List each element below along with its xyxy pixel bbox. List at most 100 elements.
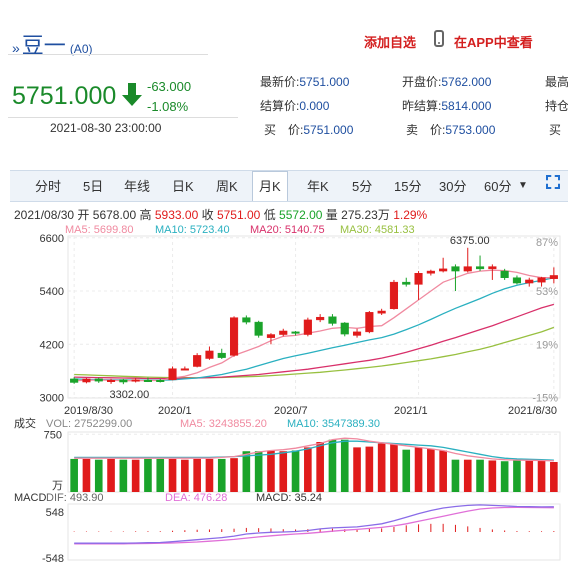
contract-title: »豆一 (A0) xyxy=(12,28,92,60)
volume-bar xyxy=(291,450,300,492)
fullscreen-icon[interactable] xyxy=(546,175,560,189)
tab-weekly-k[interactable]: 周K xyxy=(216,179,238,194)
y-tick-label: 3000 xyxy=(40,393,64,405)
tab-more-arrow[interactable]: ▼ xyxy=(518,180,528,191)
candle-body xyxy=(475,266,485,270)
tab-60min[interactable]: 60分 xyxy=(484,179,512,194)
tab-monthly-k[interactable]: 月K xyxy=(252,171,288,201)
volume-bar xyxy=(205,458,214,492)
min-price-label: 3302.00 xyxy=(109,389,149,401)
phone-icon xyxy=(434,30,444,47)
candle-body xyxy=(205,350,214,359)
dea-line xyxy=(74,506,554,545)
info-volume: 275.23万 xyxy=(341,208,390,222)
info-percent: 1.29% xyxy=(393,208,428,222)
pct-tick-label: 19% xyxy=(536,339,558,351)
price-change: -63.000 -1.08% xyxy=(147,77,191,117)
candle-body xyxy=(143,379,153,382)
candle-body xyxy=(303,319,312,335)
candle-body xyxy=(156,379,165,382)
info-low: 5572.00 xyxy=(279,208,323,222)
candle-body xyxy=(217,352,226,358)
title-divider xyxy=(8,54,208,55)
info-open: 5678.00 xyxy=(92,208,137,222)
candle-body xyxy=(291,331,300,334)
tab-5day[interactable]: 5日 xyxy=(83,179,104,194)
tab-30min[interactable]: 30分 xyxy=(439,179,467,194)
pct-tick-label: 53% xyxy=(536,286,558,298)
volume-bar xyxy=(279,451,288,492)
price-panel xyxy=(67,235,561,399)
ma5-line xyxy=(74,269,554,382)
dif-legend: DIF: 493.90 xyxy=(46,492,103,504)
volume-bar xyxy=(94,459,103,492)
volume-bar xyxy=(230,458,238,492)
title-mark: » xyxy=(12,40,20,56)
volume-bar xyxy=(144,458,152,492)
ma20-line xyxy=(74,303,555,380)
volume-bar xyxy=(365,446,374,492)
volume-panel xyxy=(67,431,561,493)
ma5-legend: MA5: 5699.80 xyxy=(65,224,134,236)
candle-body xyxy=(316,316,325,321)
candle-body xyxy=(279,330,288,335)
quote-ask: 卖 价:5753.000 xyxy=(406,123,496,137)
candle-body xyxy=(82,378,91,383)
contract-code: (A0) xyxy=(69,42,93,56)
vol-legend: VOL: 2752299.00 xyxy=(46,418,132,430)
volume-bar xyxy=(107,458,115,492)
volume-bar xyxy=(267,450,275,492)
x-axis-label: 2021/8/30 xyxy=(508,405,557,417)
volume-bar xyxy=(377,443,386,492)
volume-bar xyxy=(340,439,349,492)
volume-bar xyxy=(500,461,509,492)
volume-bar xyxy=(525,459,534,492)
candle-body xyxy=(193,355,202,367)
candle-body xyxy=(549,275,558,279)
macd-legend: MACD: 35.24 xyxy=(256,492,322,504)
volume-bar xyxy=(181,459,189,492)
candle-body xyxy=(426,270,435,274)
macd-y-tick: -548 xyxy=(42,553,64,563)
tab-5min[interactable]: 5分 xyxy=(352,179,373,194)
volume-bar xyxy=(402,449,411,492)
candle-body xyxy=(229,317,239,356)
volume-bar xyxy=(390,443,398,492)
volume-bar xyxy=(488,460,497,492)
tab-daily-k[interactable]: 日K xyxy=(172,179,194,194)
quote-bid: 买 价:5751.000 xyxy=(264,123,354,137)
tab-intraday[interactable]: 分时 xyxy=(35,179,62,194)
volume-bar xyxy=(328,439,337,492)
ma30-legend: MA30: 4581.33 xyxy=(340,224,415,236)
volume-bar xyxy=(414,447,423,492)
y-tick-label: 5400 xyxy=(40,286,64,298)
volume-bar xyxy=(82,458,91,492)
candle-body xyxy=(402,281,411,285)
tab-yearline[interactable]: 年线 xyxy=(124,179,151,194)
candle-body xyxy=(451,266,460,272)
candle-body xyxy=(266,334,276,338)
contract-name: 豆一 xyxy=(21,33,66,58)
ma30-line xyxy=(74,326,555,379)
candle-info-bar: 2021/08/30 开 5678.00 高 5933.00 收 5751.00… xyxy=(14,208,428,222)
candle-body xyxy=(106,379,116,382)
candle-body xyxy=(131,379,140,382)
candle-body xyxy=(488,266,497,270)
x-axis-label: 2019/8/30 xyxy=(64,405,113,417)
tab-yearly-k[interactable]: 年K xyxy=(307,179,329,194)
add-watchlist-button[interactable]: 添加自选 xyxy=(364,35,417,50)
vol-ma10-line xyxy=(74,440,554,461)
view-in-app-link[interactable]: 在APP中查看 xyxy=(454,35,533,50)
down-arrow-icon xyxy=(122,83,142,106)
vol-ma5-legend: MA5: 3243855.20 xyxy=(180,418,267,430)
tab-15min[interactable]: 15分 xyxy=(394,179,422,194)
volume-label: 成交 xyxy=(14,416,36,430)
pct-tick-label: -15% xyxy=(532,393,558,405)
candle-body xyxy=(168,368,177,381)
x-axis-label: 2020/1 xyxy=(158,405,192,417)
candle-body xyxy=(180,368,189,371)
change-percent: -1.08% xyxy=(147,99,189,114)
vol-unit: 万 xyxy=(52,480,63,492)
vol-y-tick: 750 xyxy=(44,429,62,441)
